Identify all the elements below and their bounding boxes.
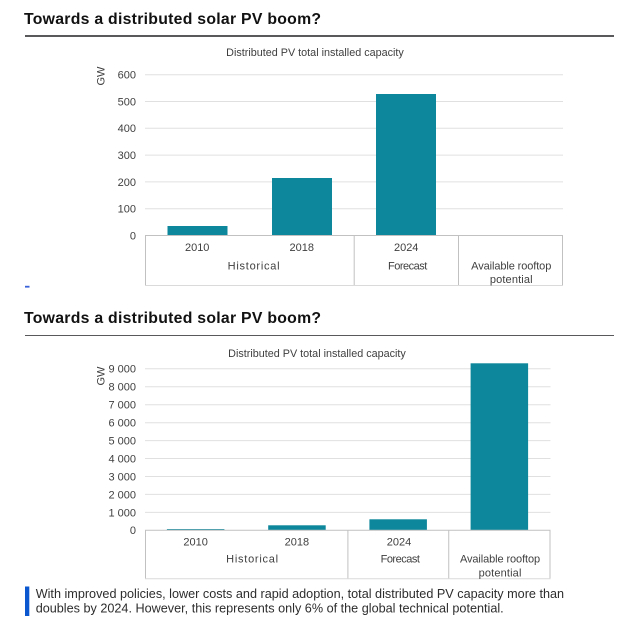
svg-text:potential: potential bbox=[490, 274, 533, 286]
svg-text:9 000: 9 000 bbox=[108, 364, 136, 376]
svg-text:potential: potential bbox=[479, 567, 522, 579]
svg-text:Distributed PV total installed: Distributed PV total installed capacity bbox=[226, 47, 404, 59]
svg-text:With improved policies, lower: With improved policies, lower costs and … bbox=[36, 587, 564, 601]
svg-text:0: 0 bbox=[130, 525, 136, 537]
svg-text:Forecast: Forecast bbox=[388, 260, 427, 272]
svg-text:3 000: 3 000 bbox=[108, 471, 136, 483]
svg-text:2018: 2018 bbox=[285, 537, 309, 549]
svg-text:300: 300 bbox=[118, 150, 136, 162]
svg-text:0: 0 bbox=[130, 230, 136, 242]
svg-text:5 000: 5 000 bbox=[108, 436, 136, 448]
svg-text:GW: GW bbox=[96, 66, 108, 86]
svg-text:2 000: 2 000 bbox=[108, 489, 136, 501]
svg-text:Forecast: Forecast bbox=[381, 554, 420, 566]
svg-text:2010: 2010 bbox=[183, 537, 207, 549]
svg-text:GW: GW bbox=[96, 366, 108, 386]
svg-text:1 000: 1 000 bbox=[108, 507, 136, 519]
svg-text:500: 500 bbox=[118, 96, 136, 108]
svg-text:2018: 2018 bbox=[290, 242, 314, 254]
svg-text:4 000: 4 000 bbox=[108, 453, 136, 465]
svg-text:8 000: 8 000 bbox=[108, 382, 136, 394]
svg-text:Distributed PV total installed: Distributed PV total installed capacity bbox=[228, 348, 406, 360]
svg-text:100: 100 bbox=[118, 204, 136, 216]
svg-text:Available rooftop: Available rooftop bbox=[460, 554, 540, 566]
svg-text:7 000: 7 000 bbox=[108, 400, 136, 412]
svg-text:2010: 2010 bbox=[185, 242, 209, 254]
svg-text:doubles by 2024. However, this: doubles by 2024. However, this represent… bbox=[36, 602, 504, 616]
svg-text:400: 400 bbox=[118, 123, 136, 135]
svg-text:Historical: Historical bbox=[228, 260, 281, 272]
svg-text:Historical: Historical bbox=[226, 554, 279, 566]
svg-text:6 000: 6 000 bbox=[108, 418, 136, 430]
svg-text:2024: 2024 bbox=[387, 537, 411, 549]
svg-text:600: 600 bbox=[118, 70, 136, 82]
svg-text:2024: 2024 bbox=[394, 242, 418, 254]
svg-text:Available rooftop: Available rooftop bbox=[471, 260, 551, 272]
svg-text:200: 200 bbox=[118, 177, 136, 189]
